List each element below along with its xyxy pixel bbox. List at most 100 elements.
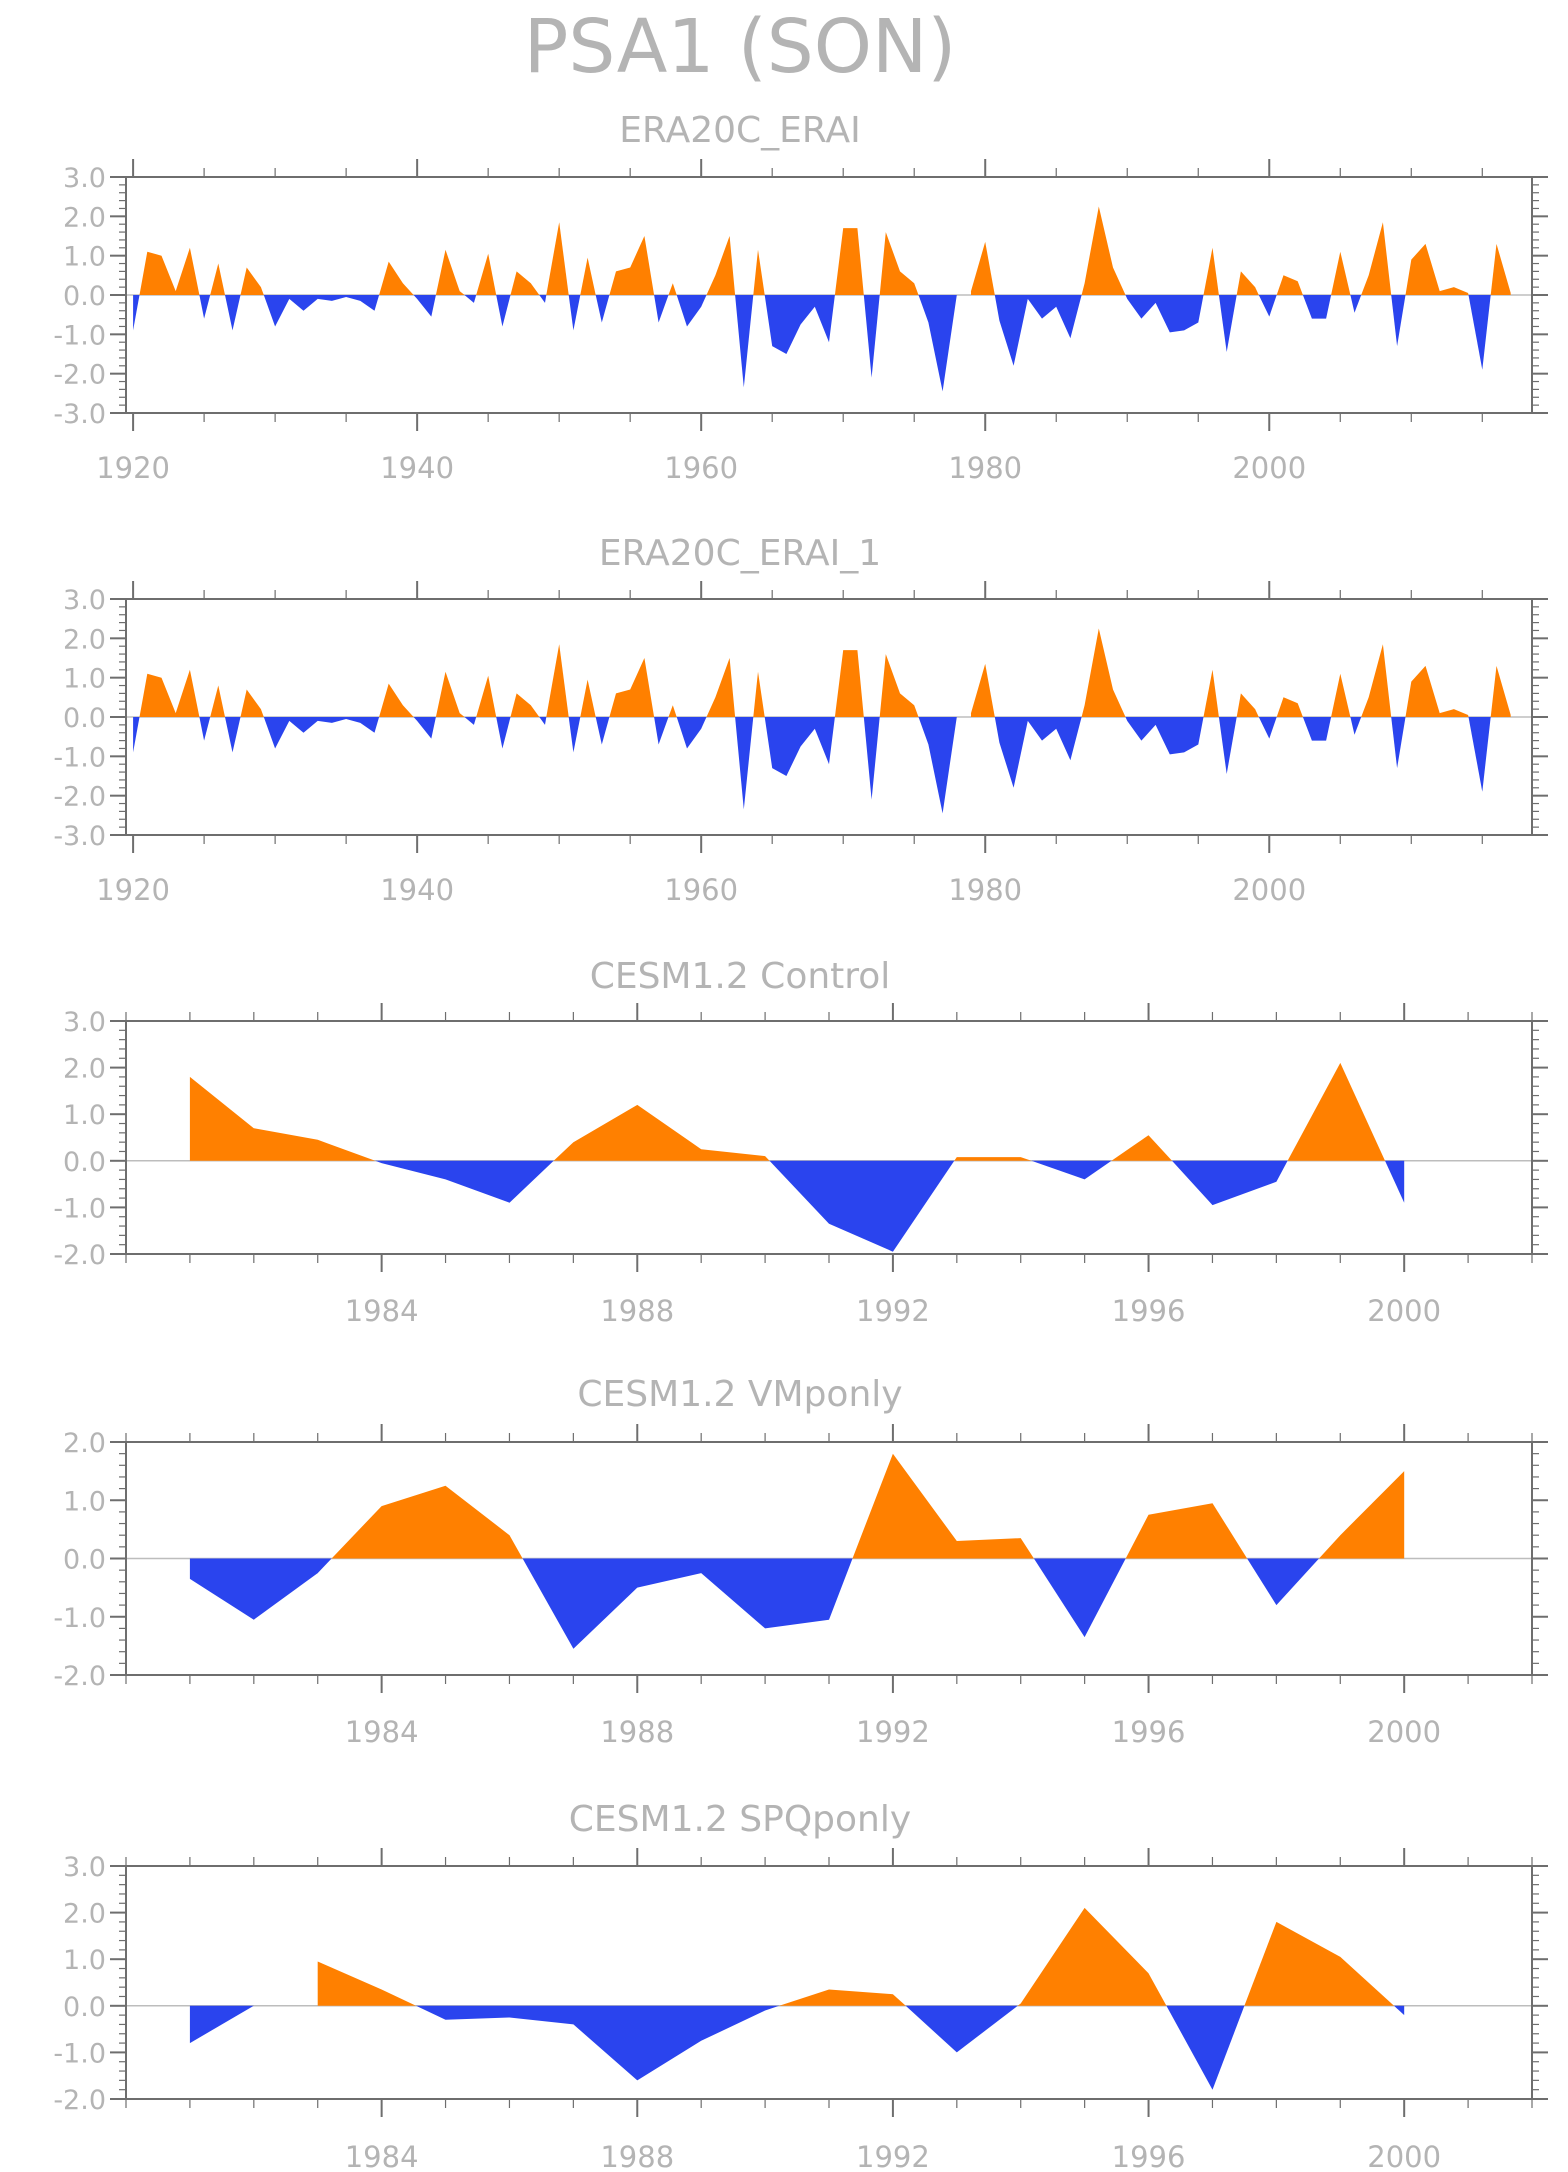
positive-area: [1405, 243, 1469, 295]
negative-area: [1218, 295, 1237, 352]
negative-area: [994, 717, 1082, 788]
positive-area: [379, 683, 414, 717]
positive-area: [609, 236, 655, 295]
negative-area: [735, 295, 754, 388]
y-tick-label: 1.0: [63, 1945, 106, 1976]
negative-area: [769, 1160, 955, 1252]
y-tick-label: 0.0: [63, 1545, 106, 1576]
panel-title: ERA20C_ERAI: [619, 110, 860, 151]
x-tick-label: 1996: [1112, 2140, 1186, 2172]
x-tick-label: 2000: [1367, 1715, 1441, 1749]
chart-panel-2: ERA20C_ERAI_1 3.0 2.0 1.0 0.0 -1.0 -2.0 -3.0 192…: [53, 533, 1548, 907]
chart-panel-4: CESM1.2 VMponly 2.0 1.0 0.0 -1.0 -2.0 1984 1988…: [53, 1374, 1548, 1749]
positive-area: [189, 1076, 376, 1161]
negative-area: [1218, 717, 1237, 774]
negative-area: [263, 295, 380, 327]
positive-area: [240, 267, 264, 295]
y-tick-label: -2.0: [53, 782, 106, 813]
positive-area: [1203, 669, 1219, 717]
negative-area: [1468, 717, 1491, 792]
x-tick-label: 1960: [664, 873, 738, 907]
y-tick-label: 2.0: [63, 202, 106, 233]
x-tick-label: 2000: [1232, 451, 1306, 485]
negative-area: [863, 717, 880, 800]
negative-area: [522, 1558, 853, 1649]
negative-area: [1033, 1558, 1126, 1638]
y-tick-label: 1.0: [63, 242, 106, 273]
positive-area: [1244, 1921, 1394, 2006]
negative-area: [496, 717, 511, 749]
negative-area: [133, 717, 140, 753]
positive-area: [1203, 247, 1219, 295]
negative-area: [905, 2005, 1018, 2053]
positive-area: [668, 283, 677, 295]
negative-area: [1258, 717, 1277, 739]
negative-area: [764, 295, 835, 354]
negative-area: [225, 717, 241, 753]
positive-area: [435, 671, 465, 717]
negative-area: [189, 1558, 332, 1620]
negative-area: [568, 295, 581, 331]
positive-area: [879, 654, 919, 717]
y-tick-label: 3.0: [63, 585, 106, 616]
x-tick-label: 1940: [380, 873, 454, 907]
negative-area: [918, 295, 957, 392]
positive-area: [1490, 243, 1511, 295]
positive-area: [1331, 673, 1351, 717]
x-tick-label: 1988: [600, 1715, 674, 1749]
y-tick-label: -1.0: [53, 742, 106, 773]
positive-area: [1017, 1907, 1167, 2006]
chart-panel-1: ERA20C_ERAI 3.0 2.0 1.0 0.0 -1.0 -2.0 -3.0 1920 1…: [53, 110, 1548, 485]
negative-area: [1125, 295, 1204, 333]
negative-area: [994, 295, 1082, 366]
negative-area: [199, 295, 211, 319]
y-tick-label: -3.0: [53, 399, 106, 430]
positive-area: [753, 249, 765, 295]
positive-area: [317, 1961, 416, 2006]
negative-area: [1258, 295, 1277, 317]
y-tick-label: -2.0: [53, 360, 106, 391]
negative-area: [863, 295, 880, 378]
positive-area: [476, 675, 497, 717]
negative-area: [1394, 2005, 1405, 2016]
x-tick-label: 1920: [96, 451, 170, 485]
y-tick-label: 3.0: [63, 1007, 106, 1038]
chart-panel-3: CESM1.2 Control 3.0 2.0 1.0 0.0 -1.0 -2.0 1984 1…: [53, 956, 1548, 1328]
positive-area: [546, 644, 569, 717]
positive-area: [379, 261, 414, 295]
chart-panel-5: CESM1.2 SPQponly 3.0 2.0 1.0 0.0 -1.0 -2.0 1984…: [53, 1799, 1548, 2172]
x-tick-label: 1940: [380, 451, 454, 485]
positive-area: [580, 679, 596, 717]
positive-area: [1319, 1471, 1405, 1559]
y-tick-label: -2.0: [53, 2085, 106, 2116]
positive-area: [954, 1157, 1032, 1161]
negative-area: [1125, 717, 1204, 755]
positive-area: [1276, 697, 1303, 717]
x-tick-label: 1992: [856, 2140, 930, 2172]
y-tick-label: 2.0: [63, 1054, 106, 1085]
negative-area: [539, 717, 547, 725]
negative-area: [189, 2005, 254, 2044]
negative-area: [764, 717, 835, 776]
positive-area: [779, 1989, 906, 2006]
positive-area: [753, 671, 765, 717]
positive-area: [139, 669, 200, 717]
negative-area: [133, 295, 140, 331]
positive-area: [580, 257, 596, 295]
negative-area: [654, 295, 669, 323]
x-tick-label: 2000: [1367, 1294, 1441, 1328]
x-tick-label: 1996: [1112, 1294, 1186, 1328]
positive-area: [553, 1104, 770, 1161]
positive-area: [706, 236, 736, 295]
negative-area: [199, 717, 211, 741]
y-tick-label: 0.0: [63, 703, 106, 734]
y-tick-label: 0.0: [63, 281, 106, 312]
positive-area: [1287, 1062, 1385, 1161]
negative-area: [464, 295, 477, 303]
y-tick-label: 1.0: [63, 664, 106, 695]
positive-area: [1111, 1135, 1172, 1161]
negative-area: [595, 295, 610, 323]
positive-area: [240, 689, 264, 717]
panel-title: CESM1.2 Control: [590, 956, 891, 997]
y-tick-label: -2.0: [53, 1661, 106, 1692]
